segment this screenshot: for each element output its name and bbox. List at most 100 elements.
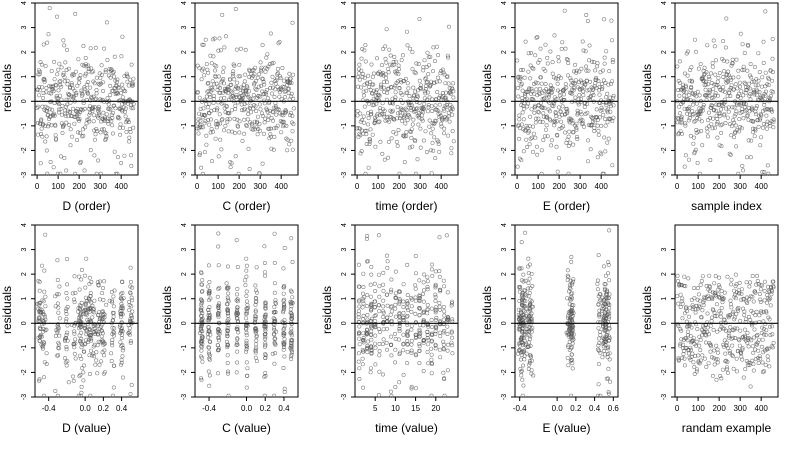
data-point <box>698 282 703 287</box>
y-tick-label: 4 <box>501 223 508 227</box>
data-point <box>52 77 57 82</box>
data-point <box>729 77 734 82</box>
data-point <box>92 354 97 359</box>
data-point <box>291 106 296 111</box>
data-point <box>356 312 361 317</box>
data-point <box>520 67 525 72</box>
data-point <box>515 164 520 169</box>
data-point <box>763 93 768 98</box>
data-point <box>369 316 374 321</box>
data-point <box>65 78 70 83</box>
data-point <box>281 298 286 303</box>
data-point <box>114 80 119 85</box>
y-tick-label: -3 <box>21 394 28 400</box>
data-point <box>282 337 287 342</box>
data-point <box>216 48 221 53</box>
plot-frame <box>514 224 619 398</box>
data-point <box>289 94 294 99</box>
data-point <box>280 66 285 71</box>
data-point <box>360 291 365 296</box>
data-point <box>359 85 364 90</box>
y-tick-label: -2 <box>21 369 28 375</box>
data-point <box>767 77 772 82</box>
data-point <box>682 363 687 368</box>
data-point <box>381 315 386 320</box>
y-tick-label: 1 <box>181 75 188 79</box>
data-point <box>381 112 386 117</box>
data-point <box>281 291 286 296</box>
data-point <box>735 326 740 331</box>
data-point <box>450 86 455 91</box>
data-point <box>389 277 394 282</box>
data-point <box>129 314 134 319</box>
data-point <box>88 372 93 377</box>
data-point <box>206 345 211 350</box>
data-point <box>273 336 278 341</box>
data-point <box>361 93 366 98</box>
data-point <box>281 347 286 352</box>
data-point <box>567 129 572 134</box>
data-point <box>519 266 524 271</box>
data-point <box>717 143 722 148</box>
data-point <box>256 84 261 89</box>
data-point <box>556 59 561 64</box>
data-point <box>393 306 398 311</box>
data-point <box>77 339 82 344</box>
data-point <box>199 305 204 310</box>
data-point <box>757 70 762 75</box>
data-point <box>518 357 523 362</box>
y-tick-label: -1 <box>181 345 188 351</box>
data-point <box>741 64 746 69</box>
data-point <box>515 58 520 63</box>
data-point <box>729 277 734 282</box>
data-point <box>277 94 282 99</box>
plot-frame <box>34 2 139 176</box>
data-point <box>361 89 366 94</box>
data-point <box>209 61 214 66</box>
data-point <box>242 117 247 122</box>
data-point <box>130 285 135 290</box>
data-point <box>734 369 739 374</box>
data-point <box>585 159 590 164</box>
data-point <box>67 109 72 114</box>
data-point <box>206 350 211 355</box>
data-point <box>200 335 205 340</box>
data-point <box>357 377 362 382</box>
data-point <box>272 341 277 346</box>
data-point <box>717 275 722 280</box>
data-point <box>401 342 406 347</box>
data-point <box>120 312 125 317</box>
data-point <box>89 70 94 75</box>
data-point <box>433 292 438 297</box>
data-point <box>611 115 616 120</box>
data-point <box>533 53 538 58</box>
data-point <box>768 68 773 73</box>
data-point <box>676 358 681 363</box>
data-point <box>434 107 439 112</box>
data-point <box>244 256 249 261</box>
data-point <box>554 97 559 102</box>
data-point <box>44 362 49 367</box>
data-point <box>518 320 523 325</box>
y-tick-label: 1 <box>21 75 28 79</box>
data-point <box>522 315 527 320</box>
data-point <box>41 299 46 304</box>
data-point <box>111 329 116 334</box>
data-point <box>566 144 571 149</box>
data-point <box>203 113 208 118</box>
data-point <box>372 341 377 346</box>
data-point <box>199 377 204 382</box>
data-point <box>417 16 422 21</box>
data-point <box>112 326 117 331</box>
data-point <box>676 324 681 329</box>
data-point <box>421 369 426 374</box>
data-point <box>93 132 98 137</box>
data-point <box>413 271 418 276</box>
data-point <box>284 136 289 141</box>
data-point <box>224 339 229 344</box>
data-point <box>206 345 211 350</box>
data-point <box>567 332 572 337</box>
data-point <box>685 338 690 343</box>
data-point <box>116 155 121 160</box>
data-point <box>389 343 394 348</box>
